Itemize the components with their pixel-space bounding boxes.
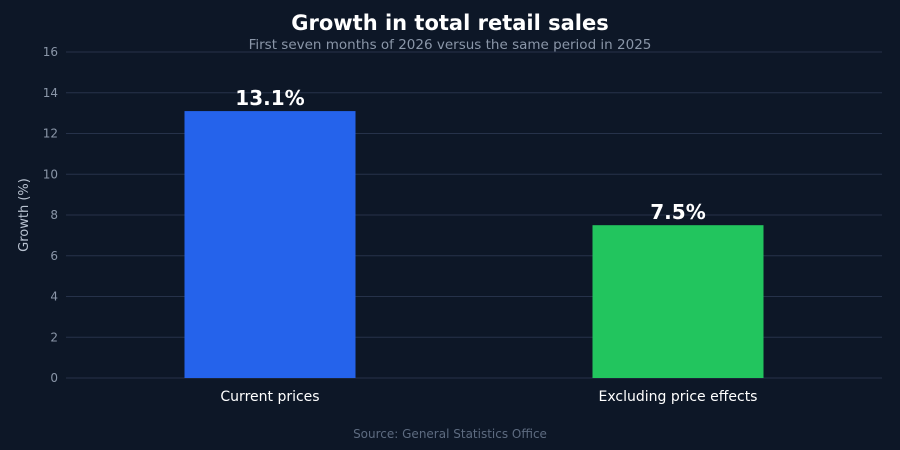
- y-tick-label: 10: [43, 167, 58, 181]
- bars: [184, 111, 764, 379]
- y-tick-label: 2: [50, 330, 58, 344]
- y-tick-label: 0: [50, 371, 58, 385]
- y-tick-label: 16: [43, 45, 58, 59]
- y-tick-label: 12: [43, 127, 58, 141]
- chart-title: Growth in total retail sales: [291, 11, 609, 35]
- data-label: 7.5%: [650, 200, 705, 224]
- x-axis-categories: Current prices Excluding price effects: [220, 389, 757, 405]
- bar-excluding-price-effects: [592, 225, 764, 378]
- data-labels: 13.1% 7.5%: [235, 86, 705, 224]
- y-tick-label: 14: [43, 86, 58, 100]
- chart-subtitle: First seven months of 2026 versus the sa…: [248, 37, 652, 53]
- source-note: Source: General Statistics Office: [353, 427, 547, 441]
- y-axis-title: Growth (%): [17, 178, 32, 252]
- y-tick-label: 4: [50, 290, 58, 304]
- y-tick-label: 6: [50, 249, 58, 263]
- y-tick-label: 8: [50, 208, 58, 222]
- x-category-label: Excluding price effects: [599, 389, 758, 405]
- bar-current-prices: [184, 111, 356, 379]
- data-label: 13.1%: [235, 86, 304, 110]
- y-axis-ticks: 0 2 4 6 8 10 12 14 16: [43, 45, 58, 385]
- x-category-label: Current prices: [220, 389, 319, 405]
